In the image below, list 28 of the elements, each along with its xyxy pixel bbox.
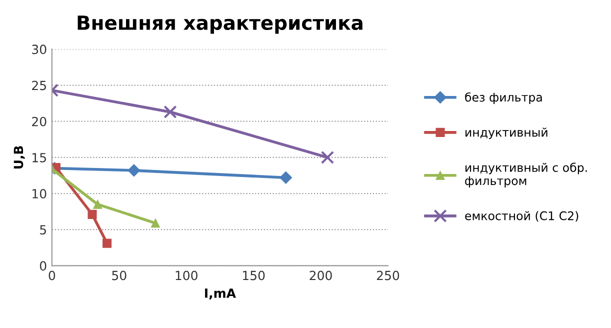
y-tick-label: 15 bbox=[32, 153, 46, 162]
point bbox=[280, 171, 292, 184]
y-tick-label: 25 bbox=[32, 80, 46, 90]
chart-title: Внешняя характеристика bbox=[78, 16, 362, 34]
legend-label: индуктивный bbox=[466, 128, 548, 140]
y-tick-label: 20 bbox=[32, 116, 46, 126]
point bbox=[102, 238, 112, 248]
point bbox=[320, 150, 334, 164]
x-tick-label: 200 bbox=[310, 270, 332, 280]
point bbox=[88, 210, 97, 219]
point bbox=[150, 218, 160, 228]
x-axis-title: I,mA bbox=[205, 288, 236, 300]
point bbox=[128, 164, 140, 177]
x-tick-label: 100 bbox=[176, 270, 198, 280]
point bbox=[93, 200, 102, 209]
legend-label: емкостной (С1 С2) bbox=[465, 211, 578, 222]
y-tick-label: 5 bbox=[40, 225, 46, 235]
x-tick-label: 250 bbox=[376, 270, 400, 280]
legend-label: индуктивный с обр. фильтром bbox=[465, 162, 587, 188]
x-tick-label: 150 bbox=[243, 270, 265, 280]
y-tick-label: 30 bbox=[32, 44, 46, 54]
point bbox=[164, 105, 177, 119]
y-axis-title: U,B bbox=[14, 146, 25, 169]
y-tick-label: 0 bbox=[40, 261, 46, 271]
x-tick-label: 0 bbox=[48, 270, 56, 280]
y-tick-label: 10 bbox=[32, 188, 46, 198]
x-tick-label: 50 bbox=[112, 270, 126, 280]
legend-label: без фильтра bbox=[465, 92, 542, 104]
